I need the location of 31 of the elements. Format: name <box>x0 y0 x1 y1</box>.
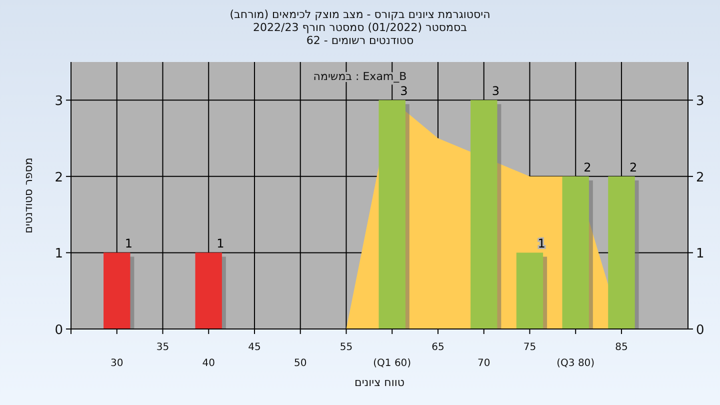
chart-title: היסטוגרמת ציונים בקורס - מצב מוצק לכימאים (מורחב) <box>230 8 490 21</box>
data-label: 3 <box>400 84 408 98</box>
y-tick-label: 1 <box>54 246 63 262</box>
data-label: 1 <box>216 236 224 251</box>
data-label: 2 <box>629 160 638 174</box>
x-tick-label: 55 <box>340 342 353 353</box>
x-axis-title: טווח ציונים <box>354 376 404 389</box>
y2-tick-label: 2 <box>696 170 704 186</box>
x-tick-label: 40 <box>202 358 215 369</box>
data-label: 1 <box>124 236 133 251</box>
y2-tick-label: 0 <box>696 323 704 338</box>
x-tick-label: 85 <box>615 342 628 353</box>
x-tick-label: 30 <box>110 358 124 369</box>
x-tick-label: 35 <box>156 342 170 353</box>
y-tick-label: 0 <box>54 323 63 338</box>
x-tick-label: 70 <box>477 358 490 369</box>
y-tick-label: 2 <box>54 170 63 186</box>
x-tick-label: 45 <box>248 342 261 353</box>
x-tick-label: 65 <box>432 342 444 353</box>
chart-subtitle: בסמסטר (01/2022) סמסטר חורף 2022/23 סטודנטים רשומים - 62 <box>253 21 467 47</box>
data-label: 3 <box>492 84 500 98</box>
y2-tick-label: 1 <box>696 246 704 262</box>
x-tick-label: 50 <box>294 358 307 369</box>
x-tick-label: 75 <box>523 342 536 353</box>
y2-tick-label: 3 <box>696 94 704 110</box>
x-tick-label: (Q3 80) <box>556 358 595 369</box>
y-axis-title: מספר סטודנטים <box>22 158 35 234</box>
data-label: 2 <box>584 160 592 174</box>
y-tick-label: 3 <box>54 94 63 110</box>
x-tick-label: (Q1 60) <box>373 358 412 369</box>
data-label: 1 <box>538 236 546 251</box>
